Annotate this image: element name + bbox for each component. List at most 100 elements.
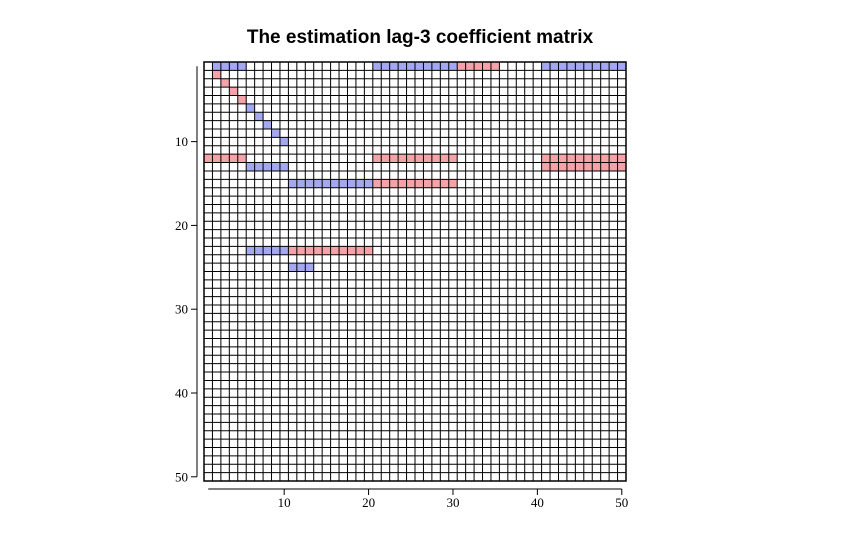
heatmap-cell-negative — [406, 62, 415, 71]
heatmap-cell-negative — [246, 162, 255, 171]
heatmap-cell-positive — [423, 154, 432, 163]
heatmap-cell-positive — [558, 154, 567, 163]
y-tick-label: 30 — [175, 302, 188, 317]
heatmap-cell-positive — [575, 154, 584, 163]
heatmap-cell-positive — [406, 179, 415, 188]
heatmap-cell-positive — [288, 246, 297, 255]
heatmap-cell-positive — [372, 154, 382, 163]
heatmap-cell-positive — [406, 154, 415, 163]
heatmap-cell-negative — [347, 179, 356, 188]
heatmap-cell-negative — [566, 62, 576, 71]
heatmap-cell-negative — [372, 62, 382, 71]
heatmap-cell-positive — [229, 154, 238, 163]
heatmap-cell-negative — [288, 263, 297, 272]
heatmap-cell-positive — [490, 62, 500, 71]
heatmap-cell-negative — [263, 246, 272, 255]
heatmap-cell-positive — [431, 179, 441, 188]
x-tick-label: 50 — [615, 495, 628, 510]
heatmap-cell-negative — [592, 62, 601, 71]
heatmap-cell-negative — [229, 62, 238, 71]
heatmap-cell-negative — [237, 62, 247, 71]
heatmap-cell-negative — [296, 263, 306, 272]
x-tick-label: 40 — [531, 495, 544, 510]
heatmap-cell-negative — [381, 62, 390, 71]
heatmap-cell-negative — [254, 246, 264, 255]
heatmap-cell-positive — [600, 162, 610, 171]
heatmap-cell-negative — [212, 62, 221, 71]
heatmap-cell-positive — [381, 154, 390, 163]
heatmap-cell-positive — [355, 246, 365, 255]
heatmap-cell-positive — [305, 246, 314, 255]
heatmap-cell-positive — [440, 179, 449, 188]
heatmap-cell-positive — [313, 246, 323, 255]
heatmap-cell-negative — [271, 162, 280, 171]
heatmap-cell-positive — [482, 62, 491, 71]
y-tick-label: 50 — [175, 469, 188, 484]
heatmap-cell-negative — [398, 62, 407, 71]
heatmap-cell-positive — [347, 246, 356, 255]
heatmap-cell-negative — [558, 62, 567, 71]
heatmap-cell-positive — [566, 154, 576, 163]
x-tick-label: 10 — [278, 495, 291, 510]
heatmap-cell-negative — [609, 62, 618, 71]
heatmap-cell-positive — [220, 78, 230, 88]
heatmap-cell-positive — [541, 162, 551, 171]
heatmap-cell-positive — [389, 179, 399, 188]
heatmap-cell-negative — [220, 62, 230, 71]
heatmap-cell-negative — [330, 179, 340, 188]
heatmap-cell-negative — [279, 246, 289, 255]
plot-frame — [203, 61, 627, 482]
heatmap-cell-negative — [355, 179, 365, 188]
heatmap-cell-positive — [415, 154, 424, 163]
heatmap-cell-positive — [229, 87, 238, 96]
heatmap-cell-positive — [212, 70, 221, 79]
y-tick-label: 40 — [175, 386, 188, 401]
heatmap-cell-negative — [617, 62, 626, 71]
heatmap-cell-negative — [322, 179, 331, 188]
heatmap-cell-positive — [583, 154, 593, 163]
heatmap-cell-positive — [457, 62, 466, 71]
heatmap-cells — [204, 62, 626, 272]
heatmap-cell-positive — [237, 95, 247, 104]
heatmap-cell-negative — [305, 263, 314, 272]
heatmap-cell-negative — [254, 112, 264, 121]
heatmap-cell-negative — [254, 162, 264, 171]
heatmap-cell-positive — [339, 246, 348, 255]
heatmap-cell-positive — [609, 154, 618, 163]
heatmap-cell-positive — [431, 154, 441, 163]
heatmap-cell-negative — [271, 246, 280, 255]
heatmap-cell-positive — [558, 162, 567, 171]
heatmap-cell-negative — [313, 179, 323, 188]
heatmap-cell-positive — [212, 154, 221, 163]
y-tick-label: 20 — [175, 218, 188, 233]
heatmap-cell-negative — [339, 179, 348, 188]
y-axis: 10 20 30 40 50 — [175, 66, 198, 484]
heatmap-cell-positive — [592, 162, 601, 171]
heatmap-cell-negative — [305, 179, 314, 188]
heatmap-cell-negative — [246, 246, 255, 255]
heatmap-cell-negative — [389, 62, 399, 71]
heatmap-cell-negative — [550, 62, 559, 71]
heatmap-cell-positive — [423, 179, 432, 188]
heatmap-cell-positive — [575, 162, 584, 171]
heatmap-cell-negative — [288, 179, 297, 188]
heatmap-cell-positive — [550, 162, 559, 171]
heatmap-cell-positive — [448, 179, 458, 188]
heatmap-cell-negative — [364, 179, 373, 188]
heatmap-cell-positive — [389, 154, 399, 163]
heatmap-cell-negative — [423, 62, 432, 71]
heatmap-cell-positive — [465, 62, 475, 71]
heatmap-cell-negative — [448, 62, 458, 71]
heatmap-cell-positive — [330, 246, 340, 255]
heatmap-cell-positive — [617, 162, 626, 171]
x-axis: 10 20 30 40 50 — [208, 488, 628, 510]
chart-title: The estimation lag-3 coefficient matrix — [247, 27, 594, 48]
heatmap-cell-positive — [415, 179, 424, 188]
heatmap-cell-positive — [440, 154, 449, 163]
heatmap-cell-positive — [600, 154, 610, 163]
heatmap-cell-positive — [583, 162, 593, 171]
y-tick-label: 10 — [175, 134, 188, 149]
heatmap-cell-negative — [575, 62, 584, 71]
heatmap-cell-negative — [279, 162, 289, 171]
